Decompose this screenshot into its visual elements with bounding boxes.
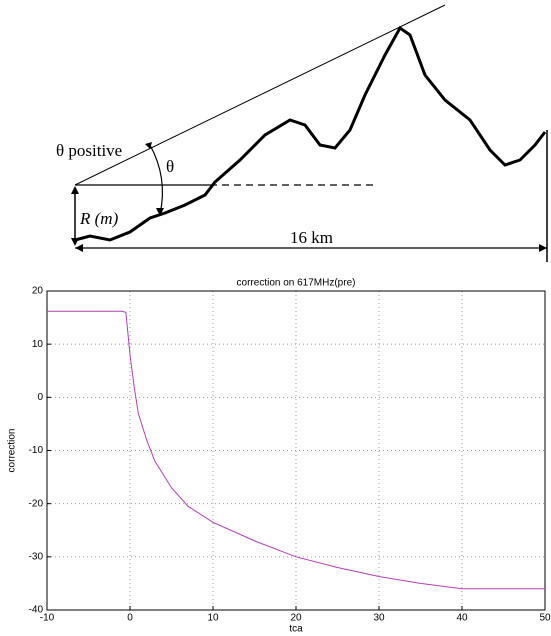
height-label: R (m) bbox=[79, 209, 119, 228]
theta-positive-label: θ positive bbox=[56, 141, 122, 160]
plot-frame bbox=[46, 290, 546, 611]
distance-label: 16 km bbox=[290, 228, 333, 247]
theta-label: θ bbox=[166, 157, 174, 176]
chart-title: correction on 617MHz(pre) bbox=[237, 278, 356, 289]
x-tick-label: -10 bbox=[40, 613, 55, 624]
y-axis-label: correction bbox=[7, 429, 18, 473]
x-tick-label: 40 bbox=[456, 613, 468, 624]
x-tick-label: 10 bbox=[207, 613, 219, 624]
y-tick-label: -40 bbox=[29, 605, 44, 616]
y-tick-label: 10 bbox=[32, 339, 44, 350]
y-tick-label: -30 bbox=[29, 551, 44, 562]
data-line bbox=[47, 310, 545, 590]
terrain-diagram: θ positive θ R (m) 16 km bbox=[56, 4, 548, 262]
x-tick-label: 30 bbox=[373, 613, 385, 624]
x-tick-label: 20 bbox=[290, 613, 302, 624]
ray bbox=[74, 4, 446, 186]
y-tick-label: -10 bbox=[29, 445, 44, 456]
x-axis-label: tca bbox=[289, 624, 303, 635]
y-tick-label: -20 bbox=[29, 498, 44, 509]
angle-arc bbox=[149, 144, 164, 215]
chart: -10 0 10 20 30 40 50 -40 -30 -20 -10 0 10 20 correctio… bbox=[7, 278, 551, 635]
y-tick-label: 0 bbox=[37, 392, 43, 403]
terrain bbox=[74, 25, 547, 242]
x-tick-label: 0 bbox=[127, 613, 133, 624]
y-tick-label: 20 bbox=[32, 286, 44, 297]
x-tick-label: 50 bbox=[539, 613, 551, 624]
